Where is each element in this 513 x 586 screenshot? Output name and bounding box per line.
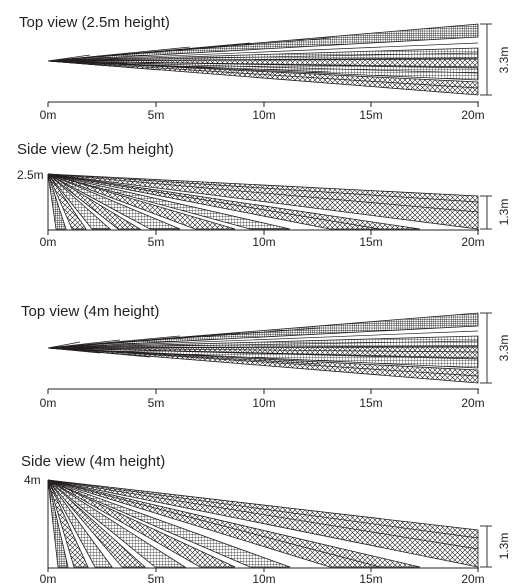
zone-far-upper [47, 312, 479, 349]
tick-label-0m: 0m [40, 235, 57, 249]
panel-top-view-4m: Top view (4m height) [21, 303, 511, 410]
zone-mid-lower [47, 60, 479, 81]
detection-zones [47, 479, 479, 568]
zone-short-range-2 [47, 479, 236, 568]
tick-label-15m: 15m [359, 108, 382, 122]
panel-title: Side view (2.5m height) [17, 141, 174, 158]
zone-short-range-5 [47, 173, 112, 230]
zone-short-range-7 [47, 479, 69, 568]
tick-label-15m: 15m [359, 396, 382, 410]
distance-axis: 0m 5m 10m 15m 20m [40, 388, 485, 410]
distance-axis: 0m 5m 10m 15m 20m [40, 101, 485, 122]
panel-title: Top view (2.5m height) [19, 14, 170, 31]
tick-label-10m: 10m [252, 572, 275, 586]
zone-short-range-5 [47, 479, 113, 568]
tick-label-0m: 0m [40, 108, 57, 122]
height-dimension: 1.3m [480, 195, 511, 230]
zone-mid-range [47, 479, 421, 568]
height-dimension: 1.3m [480, 525, 511, 568]
width-dimension: 3.3m [480, 312, 511, 384]
zone-long-range [47, 173, 479, 230]
zone-short-range-3 [47, 173, 181, 230]
zone-short-range-1 [47, 479, 291, 568]
detection-zones [47, 173, 479, 230]
zone-center [47, 346, 479, 359]
mount-height-label: 4m [24, 473, 41, 487]
zone-short-range-2 [47, 173, 236, 230]
tick-label-10m: 10m [252, 235, 275, 249]
zone-far-lower [47, 347, 479, 384]
mount-height-label: 2.5m [17, 168, 44, 182]
tick-label-0m: 0m [40, 396, 57, 410]
tick-label-10m: 10m [252, 108, 275, 122]
tick-label-20m: 20m [461, 108, 484, 122]
distance-axis: 0m 5m 10m 15m 20m [40, 174, 485, 249]
zone-mid-range [47, 173, 421, 230]
zone-long-range [47, 479, 479, 568]
tick-label-15m: 15m [359, 235, 382, 249]
zone-short-range-3 [47, 479, 187, 568]
panel-title: Side view (4m height) [21, 453, 165, 470]
tick-label-10m: 10m [252, 396, 275, 410]
zone-short-range-4 [47, 479, 147, 568]
width-dimension-label: 3.3m [497, 335, 511, 362]
height-dimension-label: 1.3m [497, 199, 511, 226]
width-dimension: 3.3m [480, 23, 511, 96]
tick-label-5m: 5m [148, 396, 165, 410]
tick-label-20m: 20m [461, 396, 484, 410]
tick-label-15m: 15m [359, 572, 382, 586]
tick-label-5m: 5m [148, 235, 165, 249]
zone-short-range-4 [47, 173, 142, 230]
panel-title: Top view (4m height) [21, 303, 159, 320]
panel-side-view-2-5m: Side view (2.5m height) 2.5m 0m 5m [17, 141, 511, 249]
panel-side-view-4m: Side view (4m height) 4m 0m 5m [21, 453, 511, 586]
detection-zones [47, 312, 479, 384]
tick-label-5m: 5m [148, 108, 165, 122]
height-dimension-label: 1.3m [497, 533, 511, 560]
width-dimension-label: 3.3m [497, 47, 511, 74]
distance-axis: 0m 5m 10m 15m 20m [40, 480, 485, 586]
detection-zones [47, 23, 479, 96]
zone-short-range-6 [47, 173, 87, 230]
tick-label-0m: 0m [40, 572, 57, 586]
panel-top-view-2-5m: Top view (2.5m height) [19, 14, 511, 122]
tick-label-5m: 5m [148, 572, 165, 586]
zone-short-range-6 [47, 479, 89, 568]
zone-short-range-7 [47, 173, 67, 230]
tick-label-20m: 20m [461, 572, 484, 586]
zone-short-range-1 [47, 173, 291, 230]
zone-center [47, 58, 479, 68]
tick-label-20m: 20m [461, 235, 484, 249]
